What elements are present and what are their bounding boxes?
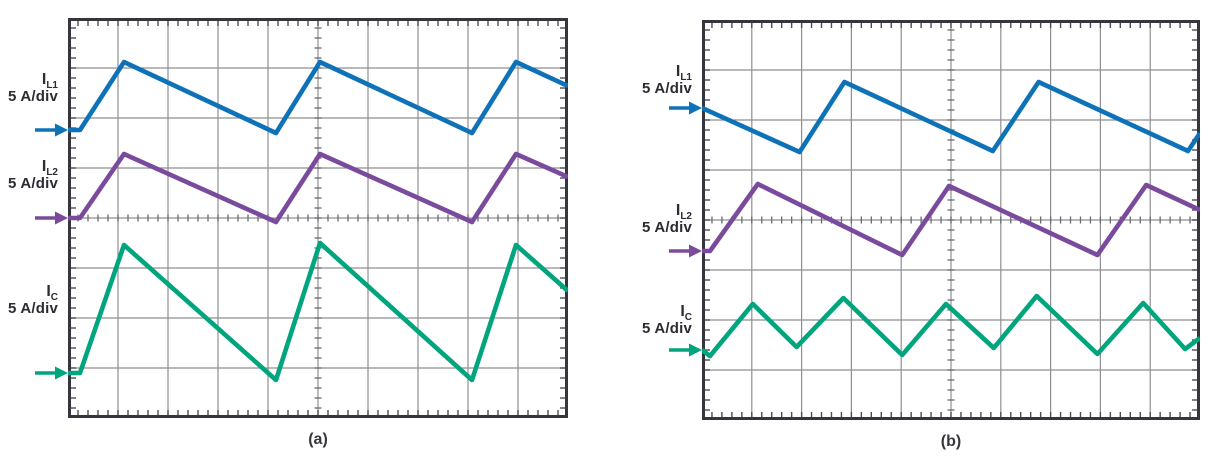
channel-scale-il2-a: 5 A/div (7, 174, 58, 192)
trace-ic-a (68, 240, 568, 383)
ic-zero-marker-arrow-b (669, 343, 702, 357)
trace-il1-b (702, 79, 1200, 155)
trace-il2-b (702, 181, 1200, 258)
channel-symbol-il2-b: IL2 (675, 202, 692, 223)
il1-zero-marker-arrow-b (669, 101, 702, 115)
channel-symbol-ic-b: IC (680, 303, 692, 324)
channel-symbol-ic-a: IC (46, 283, 58, 304)
caption-a: (a) (308, 431, 328, 448)
channel-label-ic-b: IC 5 A/div (568, 303, 692, 338)
channel-scale-ic-a: 5 A/div (7, 299, 58, 317)
ic-zero-marker-arrow-a (35, 366, 68, 380)
il2-zero-marker-arrow-a (35, 211, 68, 225)
caption-b: (b) (940, 433, 962, 450)
il2-zero-marker-arrow-b (669, 244, 702, 258)
channel-label-il1-a: IL1 5 A/div (0, 71, 58, 106)
channel-symbol-il1-a: IL1 (41, 71, 58, 92)
channel-scale-il1-a: 5 A/div (7, 87, 58, 105)
channel-scale-ic-b: 5 A/div (641, 319, 692, 337)
scope-border-b (702, 20, 1200, 420)
channel-scale-il2-b: 5 A/div (641, 218, 692, 236)
scope-grid-a (68, 18, 568, 418)
channel-label-il2-a: IL2 5 A/div (0, 158, 58, 193)
scope-grid-b (702, 20, 1200, 420)
trace-il1-a (68, 59, 568, 136)
channel-scale-il1-b: 5 A/div (641, 79, 692, 97)
scope-panel-a (68, 18, 568, 418)
channel-symbol-il2-a: IL2 (41, 158, 58, 179)
il1-zero-marker-arrow-a (35, 123, 68, 137)
trace-il2-a (68, 151, 568, 225)
minor-ticks-b (704, 22, 1198, 418)
trace-ic-b (702, 293, 1200, 359)
channel-label-ic-a: IC 5 A/div (0, 283, 58, 318)
scope-panel-b (702, 20, 1200, 420)
channel-label-il1-b: IL1 5 A/div (568, 63, 692, 98)
channel-symbol-il1-b: IL1 (675, 63, 692, 84)
channel-label-il2-b: IL2 5 A/div (568, 202, 692, 237)
